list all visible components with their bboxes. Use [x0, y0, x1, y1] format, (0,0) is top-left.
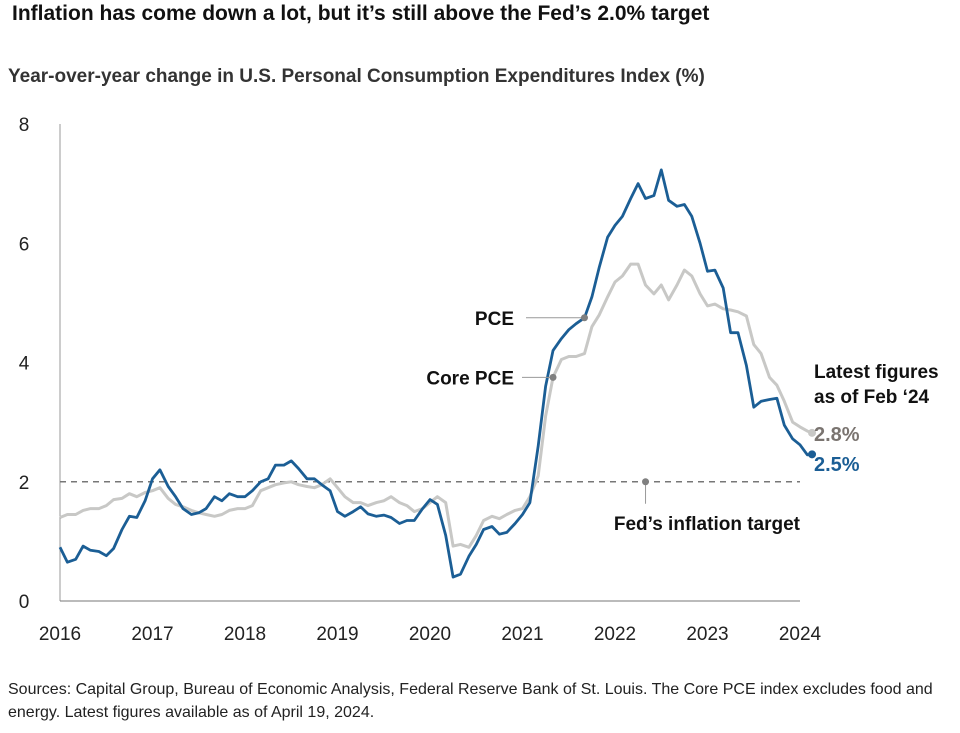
core-pce-latest-value: 2.8% — [814, 424, 860, 446]
source-note: Sources: Capital Group, Bureau of Econom… — [8, 681, 933, 721]
x-tick-label: 2024 — [779, 624, 822, 645]
x-tick-label: 2016 — [39, 624, 81, 645]
y-tick-label: 4 — [19, 354, 30, 375]
pce-latest-value: 2.5% — [814, 454, 860, 476]
x-tick-labels: 2016 2017 2018 2019 2020 2021 2022 2023 2024 — [39, 624, 822, 645]
fed-target-label: Fed’s inflation target — [614, 514, 801, 535]
core-pce-annotation-marker — [549, 373, 557, 381]
series-line-pce — [58, 168, 813, 579]
chart-title: Inflation has come down a lot, but it’s … — [12, 2, 710, 25]
x-tick-label: 2021 — [501, 624, 543, 645]
series-line-core-pce — [59, 262, 813, 549]
x-tick-label: 2017 — [131, 624, 173, 645]
y-tick-label: 2 — [19, 473, 30, 494]
x-tick-label: 2023 — [686, 624, 728, 645]
y-tick-label: 8 — [19, 115, 30, 136]
x-tick-label: 2020 — [409, 624, 451, 645]
chart-subtitle: Year-over-year change in U.S. Personal C… — [8, 66, 705, 87]
x-tick-label: 2018 — [224, 624, 266, 645]
y-tick-label: 0 — [19, 592, 30, 613]
series-annotations: PCE Core PCE — [426, 309, 588, 389]
core-pce-series-label: Core PCE — [426, 368, 514, 389]
pce-series-label: PCE — [475, 309, 514, 330]
x-tick-label: 2019 — [316, 624, 358, 645]
core-pce-latest-point — [808, 428, 817, 437]
latest-note-line-1: Latest figures — [814, 362, 939, 383]
latest-note-line-2: as of Feb ‘24 — [814, 387, 930, 408]
x-tick-label: 2022 — [594, 624, 636, 645]
fed-target-marker — [642, 478, 650, 486]
pce-annotation-marker — [580, 314, 588, 322]
fed-target: Fed’s inflation target — [60, 478, 801, 535]
y-tick-label: 6 — [19, 234, 30, 255]
pce-latest-point — [808, 450, 817, 459]
y-tick-labels: 0 2 4 6 8 — [19, 115, 30, 613]
